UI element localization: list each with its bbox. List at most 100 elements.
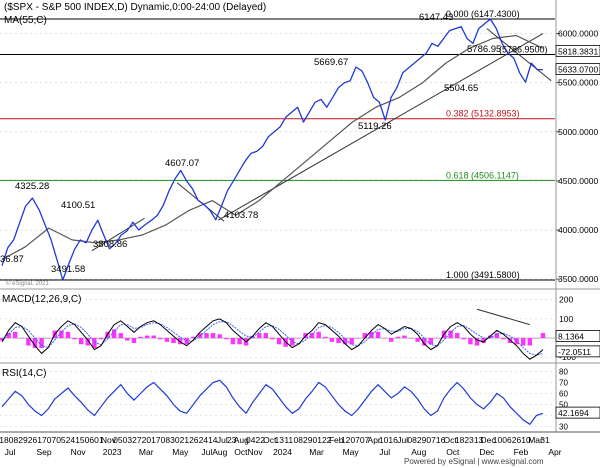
macd-histogram-bar xyxy=(342,338,348,345)
x-period-label: Dec xyxy=(479,447,495,457)
macd-histogram-bar xyxy=(309,333,315,339)
macd-histogram-bar xyxy=(336,338,341,344)
trend-line xyxy=(91,217,145,252)
x-tick-label: Jul xyxy=(397,435,408,445)
x-tick-label: 15 xyxy=(75,435,85,445)
y-tick-label: 5000.0000 xyxy=(558,127,598,137)
price-annotation: 5786.95 xyxy=(467,44,501,55)
x-tick-label: Nov xyxy=(101,435,117,445)
price-annotation: 5504.65 xyxy=(444,83,478,94)
price-tag-label: 5818.3831 xyxy=(558,46,598,56)
macd-histogram-bar xyxy=(92,338,97,349)
price-tag xyxy=(555,63,600,75)
macd-histogram-bar xyxy=(164,338,170,342)
macd-tag xyxy=(555,345,600,358)
macd-histogram-bar xyxy=(263,333,269,339)
x-tick-label: 06 xyxy=(502,435,512,445)
footer-credit: Powered by eSignal | www.esignal.com xyxy=(404,457,544,466)
macd-histogram-bar xyxy=(6,333,11,339)
macd-histogram-bar xyxy=(151,335,156,339)
y-tick-label: 5500.0000 xyxy=(558,78,598,88)
series-lines xyxy=(0,18,546,426)
x-tick-label: 21 xyxy=(180,435,190,445)
macd-line xyxy=(1,318,544,360)
macd-histogram-bar xyxy=(78,338,84,345)
x-tick-label: 06 xyxy=(85,435,95,445)
macd-histogram-bar xyxy=(362,333,368,339)
macd-histogram-bar xyxy=(32,338,38,349)
x-tick-label: 22 xyxy=(256,435,266,445)
fib-label: 0.000 (6147.4300) xyxy=(446,9,520,19)
x-tick-label: 14 xyxy=(208,435,218,445)
x-tick-label: 27 xyxy=(132,435,142,445)
macd-histogram-bar xyxy=(39,338,44,349)
x-tick-label: 23 xyxy=(227,435,237,445)
macd-histogram-bar xyxy=(527,338,533,346)
y-tick-label: 4000.0000 xyxy=(558,225,598,235)
macd-histogram-bar xyxy=(12,331,18,339)
macd-tag-label: 8.1364 xyxy=(558,331,584,341)
macd-histogram-bar xyxy=(422,338,427,346)
x-tick-label: 12 xyxy=(341,435,351,445)
macd-tag-label: -72.0511 xyxy=(558,347,591,357)
x-tick-label: 08 xyxy=(161,435,171,445)
x-tick-label: 29 xyxy=(417,435,427,445)
macd-histogram-bar xyxy=(131,338,137,344)
x-tick-label: 16 xyxy=(436,435,446,445)
x-tick-label: 24 xyxy=(199,435,209,445)
macd-histogram-bar xyxy=(230,338,236,345)
x-tick-label: 01 xyxy=(312,435,322,445)
macd-histogram-bar xyxy=(45,338,51,339)
macd-histogram-bar xyxy=(461,338,467,340)
x-tick-label: 07 xyxy=(426,435,436,445)
x-tick-label: Oct xyxy=(443,435,457,445)
macd-histogram-bar xyxy=(375,331,381,339)
fib-label: 0.382 (5132.8953) xyxy=(446,109,520,119)
rsi-tag-label: 42.1694 xyxy=(558,408,589,418)
macd-histogram-bar xyxy=(171,338,176,344)
macd-histogram-bar xyxy=(448,330,453,339)
macd-histogram-bar xyxy=(125,338,130,341)
x-tick-label: 17 xyxy=(37,435,47,445)
x-tick-label: 10 xyxy=(379,435,389,445)
x-tick-label: 05 xyxy=(113,435,123,445)
macd-histogram-bar xyxy=(257,333,262,339)
x-tick-label: 26 xyxy=(512,435,522,445)
macd-histogram-bar xyxy=(72,338,77,340)
rsi-tag xyxy=(555,406,600,419)
x-tick-label: 13 xyxy=(474,435,484,445)
x-period-label: OctNov xyxy=(234,447,263,457)
macd-histogram-bar xyxy=(144,335,150,339)
rsi-line xyxy=(1,379,544,426)
x-tick-label: Jul xyxy=(217,435,228,445)
x-tick-label: 04 xyxy=(246,435,256,445)
macd-histogram-bar xyxy=(204,333,209,339)
y-tick-label: 4500.0000 xyxy=(558,176,598,186)
macd-histogram-bar xyxy=(19,338,24,339)
macd-histogram-bar xyxy=(316,331,321,339)
x-tick-label: 05 xyxy=(56,435,66,445)
macd-histogram-bar xyxy=(191,336,196,339)
x-tick-label: 08 xyxy=(407,435,417,445)
macd-histogram-bar xyxy=(540,333,546,339)
price-tag xyxy=(555,44,600,57)
macd-histogram-bar xyxy=(488,335,493,339)
macd-histogram-bar xyxy=(177,338,183,345)
macd-histogram-bar xyxy=(323,336,328,339)
x-tick-label: 07 xyxy=(47,435,57,445)
x-tick-label: 10 xyxy=(521,435,531,445)
macd-histogram-bar xyxy=(237,338,242,345)
rsi-tick-label: 50 xyxy=(559,401,568,410)
x-period-label: Feb xyxy=(514,447,529,457)
x-tick-label: 01 xyxy=(94,435,104,445)
macd-histogram-bar xyxy=(474,338,480,346)
x-period-label: JulAug xyxy=(201,447,227,457)
fib-label: 0.618 (4506.1147) xyxy=(446,170,519,180)
x-tick-label: Aug xyxy=(234,435,249,445)
y-tick-label: 3500.0000 xyxy=(558,274,598,284)
chart-labels: 0.000 (6147.4300) 0.382 (5132.8953) 0.618 … xyxy=(0,9,548,280)
macd-histogram-bar xyxy=(224,338,229,340)
price-annotation: 4100.51 xyxy=(61,200,95,211)
rsi-tick-label: 30 xyxy=(559,423,568,432)
macd-histogram-bar xyxy=(468,338,473,345)
